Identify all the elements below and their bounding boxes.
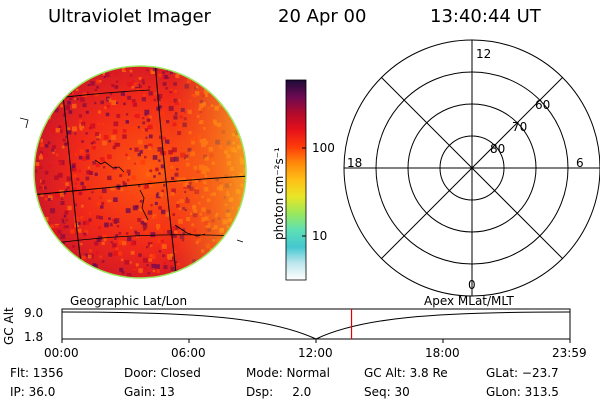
gc-altitude: GC Alt: 3.8 Re [364,366,448,380]
altitude-tick-1-8: 1.8 [24,330,44,344]
coastline [19,117,29,129]
mlt-label-18: 18 [347,156,363,170]
mlt-label-12: 12 [476,47,492,61]
latitude-line [34,175,246,196]
gain-value: Gain: 13 [124,385,175,399]
geo-latitude: GLat: −23.7 [486,366,559,380]
altitude-curve [61,311,571,340]
time-tick-2359: 23:59 [552,346,587,360]
time-tick-1200: 12:00 [298,346,333,360]
colorbar-tick-10: 10 [312,229,328,243]
mode-status: Mode: Normal [246,366,330,380]
coastline [94,159,125,173]
apex-mlat-title: Apex MLat/MLT [424,294,514,308]
door-status: Door: Closed [124,366,201,380]
lat-label-80: 80 [490,142,506,156]
mlt-label-6: 6 [576,156,584,170]
geo-latlon-title: Geographic Lat/Lon [70,294,188,308]
lat-label-60: 60 [535,98,551,112]
mlt-label-0: 0 [468,278,476,292]
time-tick-1800: 18:00 [425,346,460,360]
time-label: 13:40:44 UT [430,6,541,27]
coastline [139,189,149,221]
disk-limb [33,65,247,279]
ip-value: IP: 36.0 [10,385,56,399]
instrument-title: Ultraviolet Imager [48,6,211,27]
lat-label-70: 70 [512,120,528,134]
time-tick-0600: 06:00 [171,346,206,360]
flight-number: Flt: 1356 [10,366,64,380]
altitude-plot-frame [61,308,571,340]
sequence-number: Seq: 30 [364,385,410,399]
date-label: 20 Apr 00 [278,6,367,27]
colorbar-scale [285,79,307,281]
coastline [174,224,206,237]
coastline [236,239,244,243]
display-value: Dsp: 2.0 [246,385,312,399]
altitude-tick-9: 9.0 [24,306,44,320]
time-tick-0000: 00:00 [44,346,79,360]
geo-longitude: GLon: 313.5 [486,385,559,399]
mlt-meridian [381,77,563,259]
longitude-line [154,66,179,278]
colorbar-tick-100: 100 [312,141,335,155]
